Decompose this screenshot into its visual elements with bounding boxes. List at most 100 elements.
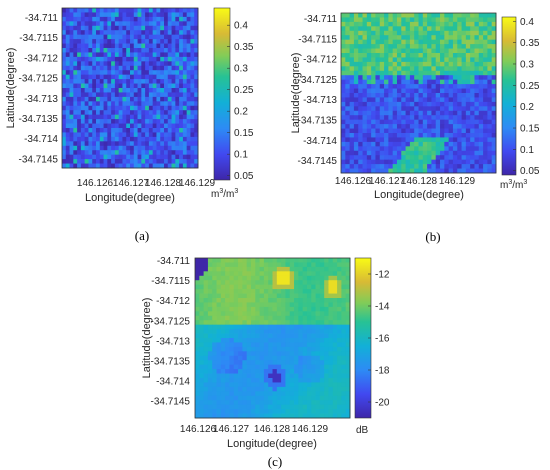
heatmap-cell [461, 13, 467, 18]
heatmap-cell [126, 79, 131, 84]
heatmap-cell [353, 35, 359, 41]
heatmap-cell [345, 30, 351, 36]
heatmap-cell [118, 154, 123, 160]
heatmap-cell [328, 306, 334, 312]
heatmap-cell [448, 106, 454, 112]
heatmap-cell [220, 346, 226, 352]
heatmap-cell [289, 351, 295, 357]
heatmap-cell [414, 119, 419, 125]
heatmap-cell [276, 346, 282, 352]
heatmap-cell [96, 12, 101, 18]
heatmap-cell [207, 293, 213, 299]
heatmap-cell [133, 96, 138, 102]
heatmap-cell [388, 21, 394, 27]
heatmap-cell [281, 382, 286, 388]
heatmap-cell [388, 133, 394, 138]
heatmap-cell [461, 110, 467, 116]
heatmap-cell [418, 115, 424, 121]
heatmap-cell [195, 266, 200, 272]
heatmap-cell [431, 155, 437, 161]
heatmap-cell [141, 21, 146, 27]
heatmap-cell [238, 275, 243, 281]
heatmap-cell [491, 13, 497, 18]
heatmap-cell [238, 315, 243, 321]
heatmap-cell [371, 57, 376, 63]
heatmap-cell [148, 12, 154, 18]
heatmap-cell [233, 258, 239, 263]
heatmap-cell [427, 106, 432, 112]
heatmap-cell [353, 106, 359, 112]
heatmap-cell [427, 155, 432, 161]
heatmap-cell [171, 79, 176, 84]
heatmap-cell [164, 92, 169, 98]
heatmap-cell [194, 123, 199, 129]
heatmap-cell [302, 378, 308, 383]
heatmap-cell [478, 146, 484, 152]
heatmap-cell [175, 114, 180, 120]
heatmap-cell [73, 141, 78, 147]
heatmap-cell [133, 39, 138, 44]
heatmap-cell [418, 39, 424, 45]
heatmap-cell [182, 119, 188, 124]
colorbar-tick-label: 0.4 [234, 21, 248, 32]
heatmap-cell [444, 57, 450, 63]
heatmap-cell [229, 346, 235, 352]
heatmap-cell [388, 39, 394, 45]
heatmap-cell [388, 61, 394, 67]
heatmap-cell [73, 145, 78, 151]
heatmap-cell [199, 306, 205, 312]
heatmap-cell [281, 413, 286, 419]
heatmap-cell [474, 44, 480, 49]
heatmap-cell [461, 168, 467, 174]
heatmap-cell [332, 324, 338, 330]
heatmap-cell [366, 133, 372, 138]
heatmap-cell [199, 409, 205, 414]
heatmap-cell [233, 302, 239, 308]
heatmap-cell [401, 26, 406, 32]
heatmap-cell [182, 150, 188, 156]
heatmap-cell [435, 17, 441, 23]
heatmap-cell [148, 83, 154, 89]
heatmap-cell [483, 150, 488, 156]
heatmap-cell [186, 92, 191, 98]
heatmap-cell [491, 66, 497, 72]
heatmap-cell [171, 101, 176, 107]
heatmap-cell [152, 56, 157, 62]
heatmap-cell [255, 378, 260, 383]
heatmap-cell [186, 114, 191, 120]
heatmap-cell [349, 48, 355, 54]
heatmap-cell [324, 369, 329, 374]
heatmap-cell [207, 391, 213, 397]
heatmap-cell [362, 26, 368, 32]
heatmap-cell [122, 61, 127, 67]
heatmap-cell [114, 48, 120, 53]
heatmap-cell [405, 88, 411, 94]
heatmap-cell [118, 8, 123, 13]
heatmap-cell [461, 97, 467, 103]
heatmap-cell [246, 369, 252, 374]
heatmap-cell [414, 39, 419, 45]
heatmap-cell [324, 284, 329, 290]
heatmap-cell [250, 306, 256, 312]
heatmap-cell [233, 386, 239, 392]
heatmap-cell [384, 35, 389, 41]
heatmap-cell [179, 96, 184, 102]
heatmap-cell [156, 132, 161, 138]
heatmap-cell [182, 114, 188, 120]
heatmap-cell [103, 56, 108, 62]
heatmap-cell [272, 302, 278, 308]
heatmap-cell [99, 105, 104, 111]
heatmap-cell [182, 61, 188, 67]
heatmap-cell [337, 271, 342, 277]
heatmap-cell [255, 355, 260, 361]
heatmap-cell [371, 53, 376, 58]
heatmap-cell [457, 106, 462, 112]
heatmap-cell [362, 168, 368, 174]
heatmap-cell [418, 168, 424, 174]
heatmap-cell [431, 97, 437, 103]
heatmap-cell [470, 13, 475, 18]
heatmap-cell [358, 119, 363, 125]
heatmap-cell [190, 43, 195, 49]
heatmap-cell [375, 66, 381, 72]
heatmap-cell [491, 128, 497, 134]
